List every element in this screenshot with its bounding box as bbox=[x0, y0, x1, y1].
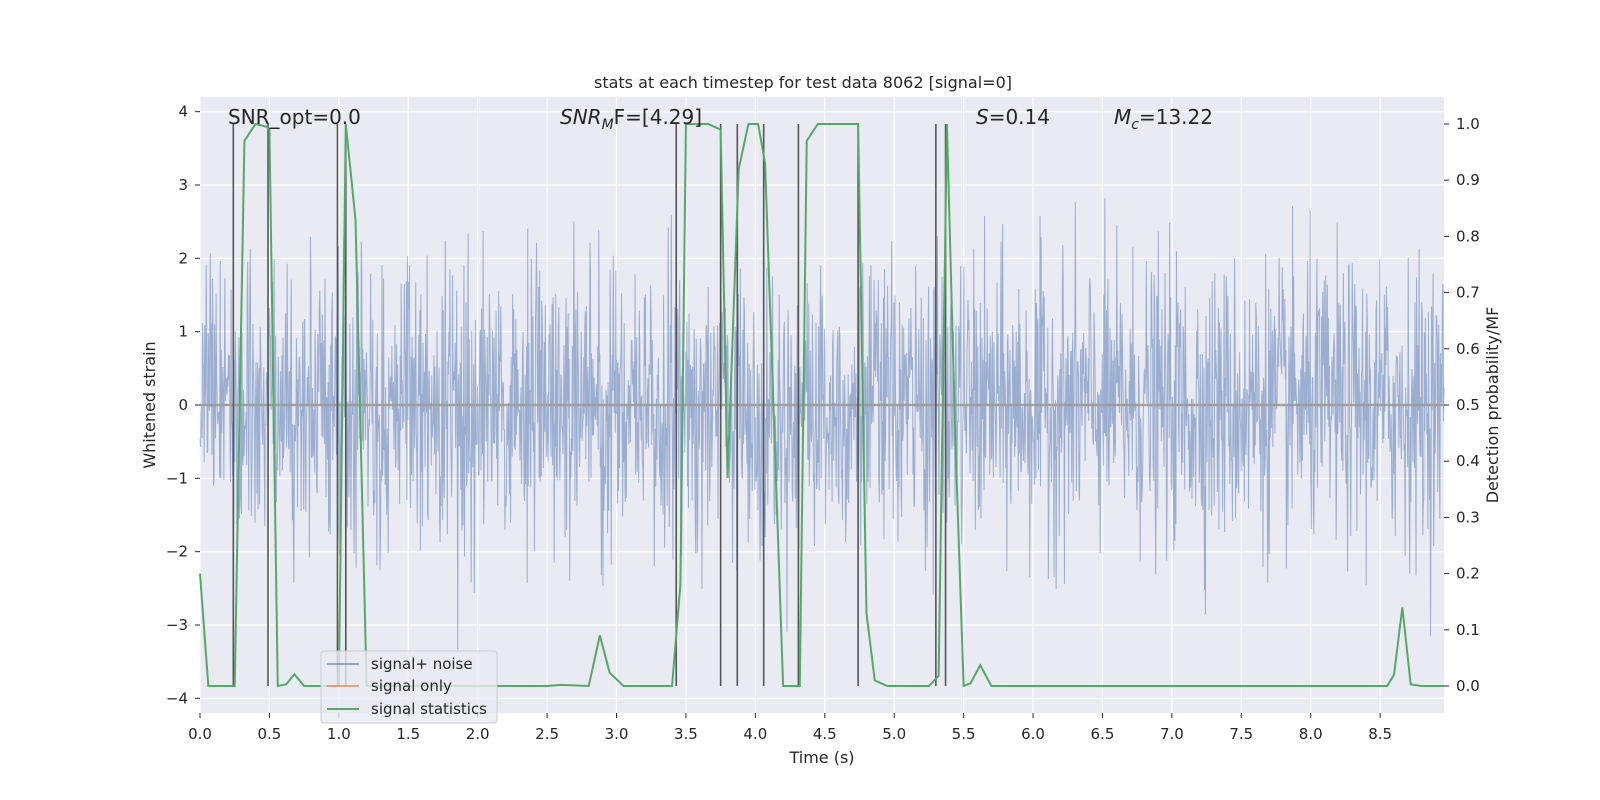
snr-mf-rest: F=[4.29] bbox=[614, 105, 702, 129]
y-axis-ticks: 4 3 2 1 0 −1 −2 −3 −4 bbox=[166, 103, 200, 707]
y-right-tick-label: 0.6 bbox=[1456, 340, 1480, 358]
legend-label-signal-statistics: signal statistics bbox=[371, 700, 487, 718]
x-tick-label: 3.5 bbox=[674, 725, 698, 743]
x-tick-label: 6.5 bbox=[1091, 725, 1115, 743]
y-tick-label: 3 bbox=[178, 176, 188, 194]
signal-noise-line bbox=[199, 198, 1445, 650]
x-tick-label: 8.5 bbox=[1368, 725, 1392, 743]
y-right-tick-label: 0.9 bbox=[1456, 171, 1480, 189]
x-tick-label: 0.0 bbox=[188, 725, 212, 743]
y-right-axis-label: Detection probability/MF bbox=[1483, 307, 1502, 504]
x-tick-label: 0.5 bbox=[257, 725, 281, 743]
legend: signal+ noise signal only signal statist… bbox=[320, 650, 498, 724]
y-right-tick-label: 1.0 bbox=[1456, 115, 1480, 133]
signal-noise-series bbox=[199, 198, 1445, 650]
chart-title: stats at each timestep for test data 806… bbox=[594, 73, 1012, 92]
y-tick-label: 0 bbox=[178, 396, 188, 414]
x-tick-label: 4.0 bbox=[743, 725, 767, 743]
x-tick-label: 7.0 bbox=[1160, 725, 1184, 743]
y-right-tick-label: 0.8 bbox=[1456, 227, 1480, 245]
y-right-tick-label: 0.2 bbox=[1456, 565, 1480, 583]
y-right-tick-label: 0.3 bbox=[1456, 508, 1480, 526]
signal-statistics-series bbox=[199, 122, 1444, 688]
x-tick-label: 5.5 bbox=[952, 725, 976, 743]
x-axis-ticks: 0.0 0.5 1.0 1.5 2.0 2.5 3.0 3.5 4.0 4.5 5.0 5.5 6.0 6… bbox=[188, 713, 1392, 743]
x-tick-label: 5.0 bbox=[882, 725, 906, 743]
y-right-tick-label: 0.0 bbox=[1456, 677, 1480, 695]
snr-mf-main: SNR bbox=[560, 105, 602, 129]
signal-statistics-line bbox=[199, 122, 1444, 688]
mc-main: M bbox=[1114, 105, 1131, 129]
x-tick-label: 4.5 bbox=[813, 725, 837, 743]
y-tick-label: 2 bbox=[178, 249, 188, 267]
x-tick-label: 3.0 bbox=[605, 725, 629, 743]
x-tick-label: 6.0 bbox=[1021, 725, 1045, 743]
y-tick-label: −4 bbox=[166, 689, 188, 707]
x-tick-label: 7.5 bbox=[1229, 725, 1253, 743]
annotation-mc: Mc=13.22 bbox=[1114, 105, 1213, 133]
s-rest: =0.14 bbox=[989, 105, 1050, 129]
legend-label-signal-only: signal only bbox=[371, 677, 452, 695]
s-main: S bbox=[976, 105, 989, 129]
y-right-tick-label: 0.4 bbox=[1456, 452, 1480, 470]
legend-box bbox=[320, 650, 498, 724]
x-tick-label: 1.5 bbox=[396, 725, 420, 743]
x-tick-label: 8.0 bbox=[1299, 725, 1323, 743]
mc-sub: c bbox=[1131, 117, 1139, 133]
y-tick-label: −1 bbox=[166, 469, 188, 487]
y-right-axis-ticks: 1.0 0.9 0.8 0.7 0.6 0.5 0.4 0.3 0.2 0.1 0.0 bbox=[1444, 115, 1480, 695]
y-right-tick-label: 0.7 bbox=[1456, 284, 1480, 302]
annotation-snr-mf: SNRMF=[4.29] bbox=[560, 105, 702, 133]
y-tick-label: 4 bbox=[178, 103, 188, 121]
annotation-snr-opt: SNR_opt=0.0 bbox=[228, 105, 361, 129]
y-right-tick-label: 0.1 bbox=[1456, 621, 1480, 639]
legend-label-signal-noise: signal+ noise bbox=[371, 655, 473, 673]
y-tick-label: −2 bbox=[166, 543, 188, 561]
x-tick-label: 1.0 bbox=[327, 725, 351, 743]
snr-mf-sub: M bbox=[602, 117, 614, 133]
y-right-tick-label: 0.5 bbox=[1456, 396, 1480, 414]
annotation-s: S=0.14 bbox=[976, 105, 1050, 129]
y-axis-label: Whitened strain bbox=[140, 341, 159, 468]
x-axis-label: Time (s) bbox=[788, 748, 854, 767]
x-tick-label: 2.0 bbox=[466, 725, 490, 743]
mc-rest: =13.22 bbox=[1139, 105, 1213, 129]
x-tick-label: 2.5 bbox=[535, 725, 559, 743]
y-tick-label: 1 bbox=[178, 323, 188, 341]
y-tick-label: −3 bbox=[166, 616, 188, 634]
